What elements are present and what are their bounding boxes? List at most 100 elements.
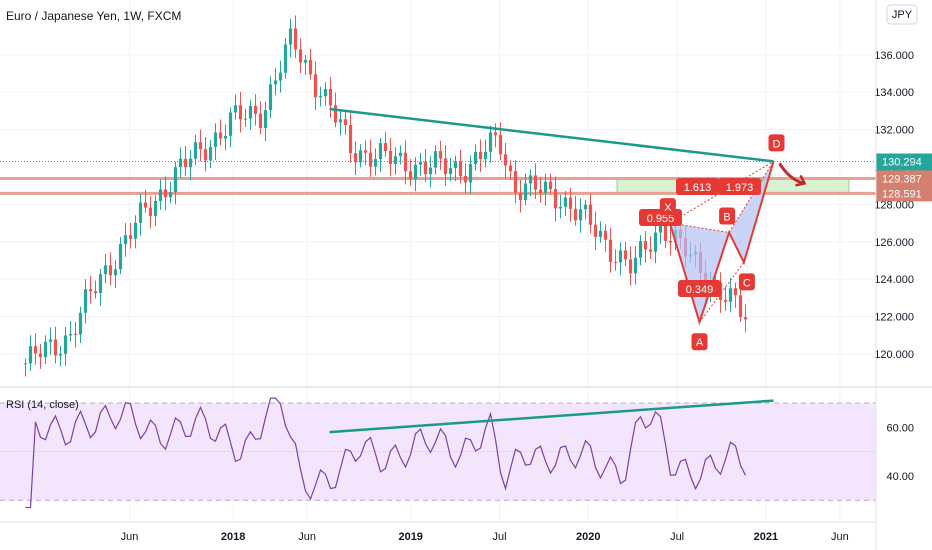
candle-body: [83, 289, 88, 313]
candle-body: [503, 154, 508, 166]
candle-body: [278, 72, 283, 81]
candle-body: [633, 257, 638, 274]
time-tick-label: 2019: [398, 531, 422, 543]
candle-body: [628, 259, 633, 274]
candle-body: [643, 241, 648, 250]
candle-body: [398, 152, 403, 157]
candle-body: [273, 80, 278, 85]
candle-body: [558, 206, 563, 209]
candle-body: [63, 335, 68, 354]
candle-body: [458, 161, 463, 176]
candle-body: [88, 289, 93, 292]
candle-body: [388, 150, 393, 165]
price-trendline[interactable]: [329, 107, 774, 163]
candle-body: [668, 240, 673, 243]
candle-body: [248, 105, 253, 119]
pattern-ratio-line: [699, 262, 745, 323]
pattern-xab-fill: [669, 223, 730, 323]
projection-arrow: [778, 162, 804, 185]
candle-body: [318, 96, 323, 98]
price-tick-label: 134.000: [874, 87, 914, 99]
price-label-box: [876, 185, 932, 202]
candle-body: [528, 175, 533, 184]
time-tick-label: Jun: [831, 531, 849, 543]
rsi-panel: 40.00 60.00: [0, 397, 914, 509]
candle-body: [228, 112, 233, 136]
currency-badge-label: JPY: [892, 9, 913, 21]
pattern-ratio-line: [728, 161, 774, 233]
candle-body: [468, 164, 473, 183]
candle-body: [103, 265, 108, 275]
candle-body: [443, 158, 448, 175]
time-tick-label: 2021: [754, 531, 778, 543]
candle-body: [113, 269, 118, 276]
candle-body: [43, 341, 48, 358]
candle-body: [583, 204, 588, 210]
candle-body: [213, 132, 218, 147]
candle-body: [178, 158, 183, 168]
candle-body: [193, 142, 198, 159]
candle-body: [33, 346, 38, 354]
candle-body: [343, 119, 348, 126]
candle-body: [373, 159, 378, 167]
candle-body: [188, 158, 193, 168]
ratio-label-box: [678, 280, 721, 297]
candle-body: [333, 105, 338, 123]
candle-body: [28, 346, 33, 364]
rsi-tick-label: 40.00: [886, 471, 914, 483]
pattern-point-badge: [719, 207, 736, 225]
pattern-point-badge: [768, 134, 785, 152]
time-axis: Jun 2018 Jun 2019 Jul 2020 Jul 2021 Jun: [121, 531, 849, 543]
candle-body: [523, 183, 528, 201]
pattern-point-label: X: [664, 202, 672, 214]
candle-body: [578, 209, 583, 221]
price-axis: 120.000122.000124.000126.000128.000130.0…: [874, 50, 932, 361]
pattern-point-label: C: [743, 277, 751, 289]
price-label: 128.591: [882, 188, 922, 200]
ratio-label: 1.973: [726, 182, 754, 194]
candle-body: [348, 125, 353, 154]
candle-body: [483, 151, 488, 160]
candle-body: [593, 224, 598, 237]
candle-body: [513, 171, 518, 193]
candle-body: [518, 192, 523, 201]
candle-body: [218, 132, 223, 139]
candle-body: [288, 28, 293, 45]
price-tick-label: 128.000: [874, 199, 914, 211]
candle-body: [238, 105, 243, 120]
candle-body: [723, 300, 728, 302]
rsi-title: RSI (14, close): [6, 399, 79, 411]
candle-body: [128, 235, 133, 239]
rsi-trendline[interactable]: [329, 399, 774, 434]
ratio-label-box: [718, 178, 761, 195]
pattern-point-label: B: [723, 211, 730, 223]
candle-body: [143, 202, 148, 208]
price-tick-label: 132.000: [874, 125, 914, 137]
candle-body: [258, 113, 263, 128]
price-tick-label: 122.000: [874, 312, 914, 324]
candle-body: [98, 274, 103, 294]
candle-body: [138, 202, 143, 223]
candle-body: [183, 158, 188, 168]
candle-body: [428, 167, 433, 175]
candle-body: [78, 312, 83, 335]
candle-body: [208, 146, 213, 161]
candle-body: [588, 204, 593, 225]
candle-body: [38, 353, 43, 358]
currency-badge[interactable]: [886, 4, 918, 25]
candle-body: [383, 143, 388, 151]
candle-body: [423, 161, 428, 175]
time-tick-label: Jul: [492, 531, 506, 543]
candle-body: [618, 250, 623, 263]
pattern-bcd-fill: [729, 161, 774, 263]
candle-body: [68, 333, 73, 336]
candle-body: [283, 44, 288, 73]
pattern-point-label: D: [773, 138, 781, 150]
candle-body: [613, 261, 618, 263]
candle-body: [148, 207, 153, 216]
candle-body: [743, 317, 748, 320]
candle-body: [108, 265, 113, 276]
price-tick-label: 120.000: [874, 349, 914, 361]
candle-body: [493, 132, 498, 136]
